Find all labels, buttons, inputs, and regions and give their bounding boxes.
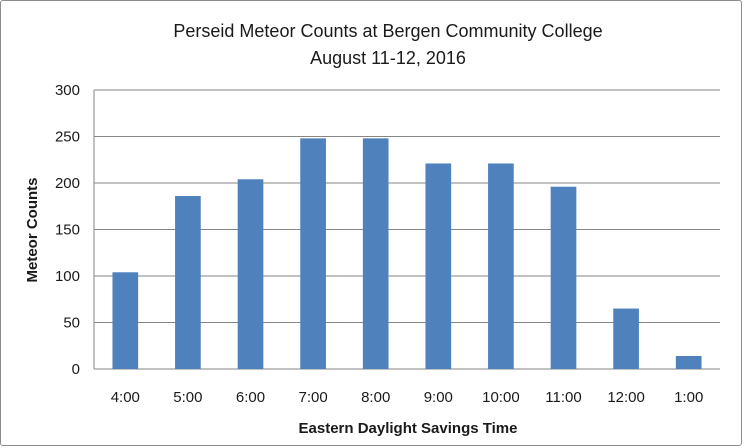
bar-7:00 bbox=[300, 138, 326, 369]
x-tick-label: 4:00 bbox=[111, 389, 140, 406]
y-tick-label: 200 bbox=[55, 175, 80, 192]
x-tick-label: 1:00 bbox=[674, 389, 703, 406]
x-tick-label: 9:00 bbox=[424, 389, 453, 406]
chart-subtitle: August 11-12, 2016 bbox=[310, 48, 466, 68]
bar-9:00 bbox=[425, 163, 452, 369]
bar-8:00 bbox=[362, 138, 389, 369]
x-tick-label: 6:00 bbox=[236, 389, 265, 406]
y-tick-label: 150 bbox=[55, 222, 80, 239]
y-tick-label: 100 bbox=[55, 268, 80, 285]
bar-6:00 bbox=[237, 179, 264, 369]
x-tick-label: 7:00 bbox=[298, 389, 327, 406]
x-tick-label: 5:00 bbox=[173, 389, 202, 406]
chart-title: Perseid Meteor Counts at Bergen Communit… bbox=[173, 21, 602, 41]
x-tick-label: 12:00 bbox=[607, 389, 645, 406]
bar-12:00 bbox=[613, 308, 639, 369]
bar-5:00 bbox=[175, 196, 201, 369]
y-axis-title: Meteor Counts bbox=[24, 178, 41, 283]
x-tick-label: 11:00 bbox=[545, 389, 581, 406]
y-axis-ticks: 0 50 100 150 200 250 300 bbox=[55, 82, 80, 378]
x-tick-label: 8:00 bbox=[361, 389, 390, 406]
x-axis-ticks: 4:00 5:00 6:00 7:00 8:00 9:00 10:00 11:00 12:00 1… bbox=[111, 389, 704, 406]
y-tick-label: 250 bbox=[55, 129, 80, 146]
bar-1:00 bbox=[675, 355, 702, 369]
x-axis-title: Eastern Daylight Savings Time bbox=[299, 420, 518, 437]
bar-11:00 bbox=[550, 186, 577, 369]
y-tick-label: 50 bbox=[63, 315, 80, 332]
y-tick-label: 0 bbox=[72, 361, 80, 378]
bars bbox=[112, 138, 702, 369]
x-tick-label: 10:00 bbox=[482, 389, 520, 406]
bar-4:00 bbox=[112, 272, 139, 369]
bar-10:00 bbox=[488, 163, 514, 369]
y-tick-label: 300 bbox=[55, 82, 80, 99]
